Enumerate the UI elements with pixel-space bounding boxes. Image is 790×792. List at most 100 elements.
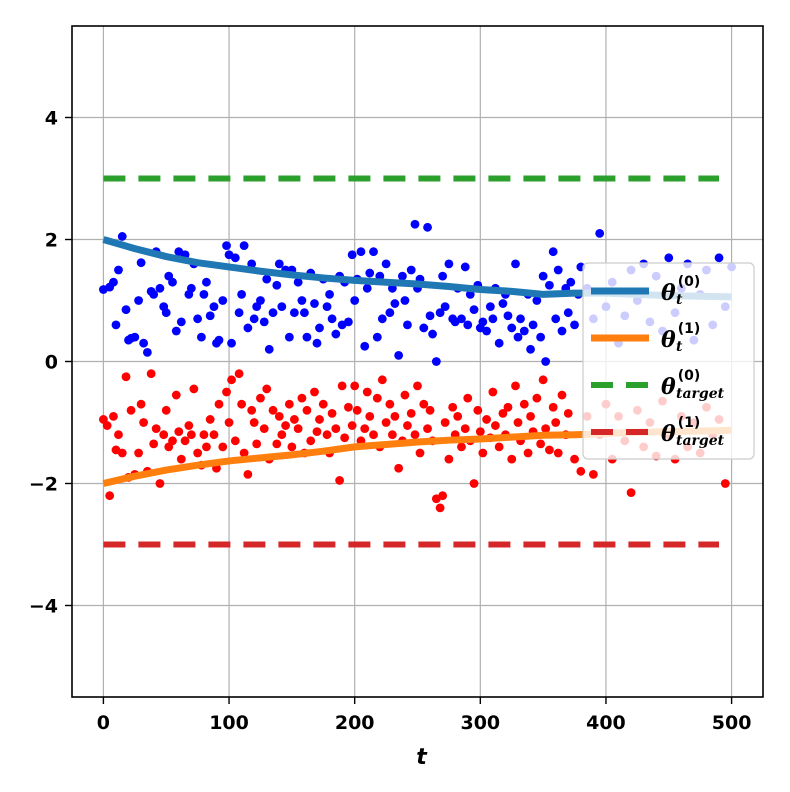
red-scatter-point (626, 488, 636, 498)
blue-scatter-point (347, 250, 357, 260)
blue-scatter-point (171, 326, 181, 336)
x-tick-label: 200 (335, 712, 375, 734)
red-scatter-point (532, 393, 542, 403)
red-scatter-point (478, 448, 488, 458)
red-scatter-point (146, 369, 156, 379)
blue-scatter-point (202, 277, 211, 287)
blue-scatter-point (664, 253, 674, 263)
blue-scatter-point (595, 229, 605, 238)
x-tick-label: 300 (460, 712, 500, 734)
blue-scatter-point (538, 271, 548, 281)
red-scatter-point (274, 412, 284, 421)
blue-scatter-point (566, 277, 576, 287)
blue-scatter-point (440, 302, 450, 311)
blue-scatter-point (365, 268, 375, 278)
blue-scatter-point (315, 323, 324, 333)
blue-scatter-point (199, 290, 209, 299)
red-scatter-point (327, 408, 337, 418)
red-scatter-point (149, 439, 159, 449)
blue-scatter-point (463, 320, 473, 330)
blue-scatter-point (503, 311, 513, 321)
red-scatter-point (151, 424, 161, 433)
red-scatter-point (344, 402, 353, 412)
blue-scatter-point (121, 305, 131, 315)
red-scatter-point (281, 421, 290, 430)
blue-scatter-point (482, 326, 491, 336)
y-tick-label: −4 (29, 596, 58, 618)
blue-scatter-point (428, 329, 437, 339)
red-scatter-point (494, 442, 504, 452)
blue-scatter-point (197, 332, 206, 342)
red-scatter-point (463, 393, 473, 403)
red-scatter-point (209, 430, 219, 440)
blue-scatter-point (532, 296, 542, 305)
red-scatter-point (365, 412, 375, 421)
blue-scatter-point (394, 351, 404, 360)
blue-scatter-point (423, 222, 432, 232)
red-scatter-point (545, 445, 554, 455)
red-scatter-point (202, 442, 211, 452)
red-scatter-point (134, 448, 143, 458)
red-scatter-point (503, 402, 513, 412)
red-scatter-point (102, 421, 112, 430)
red-scatter-point (114, 430, 123, 440)
blue-scatter-point (139, 338, 149, 348)
blue-scatter-point (541, 357, 551, 366)
blue-scatter-point (272, 280, 282, 290)
red-scatter-point (117, 448, 127, 458)
red-scatter-point (475, 427, 485, 437)
blue-scatter-point (134, 296, 143, 305)
red-scatter-point (277, 430, 287, 440)
red-scatter-point (322, 430, 332, 440)
blue-scatter-point (403, 320, 412, 330)
blue-scatter-point (302, 332, 312, 342)
red-scatter-point (350, 381, 360, 391)
red-scatter-point (394, 463, 404, 473)
blue-scatter-point (398, 271, 407, 281)
blue-scatter-point (406, 265, 416, 275)
blue-scatter-point (331, 329, 341, 339)
blue-scatter-point (528, 320, 538, 330)
red-scatter-point (272, 439, 282, 449)
blue-scatter-point (419, 323, 429, 333)
red-scatter-point (548, 402, 558, 412)
blue-scatter-point (161, 308, 171, 318)
red-scatter-point (312, 427, 322, 437)
red-scatter-point (184, 421, 194, 430)
blue-scatter-point (268, 308, 278, 318)
legend-label-sub: target (676, 433, 725, 449)
blue-scatter-point (249, 314, 259, 324)
ticks: 0 100 200 300 400 500 −4 −2 0 2 4 (29, 108, 752, 735)
blue-scatter-point (297, 296, 307, 305)
blue-scatter-point (310, 299, 319, 308)
x-tick-label: 500 (712, 712, 752, 734)
red-scatter-point (453, 412, 463, 421)
blue-scatter-point (425, 311, 435, 321)
blue-scatter-point (557, 326, 567, 336)
blue-scatter-point (155, 283, 165, 293)
blue-scatter-point (356, 247, 366, 257)
x-axis-label: t (416, 745, 428, 770)
red-scatter-point (406, 408, 416, 418)
blue-scatter-point (325, 290, 334, 299)
red-scatter-point (205, 415, 215, 424)
blue-scatter-point (511, 259, 520, 269)
red-scatter-point (186, 430, 196, 440)
red-scatter-point (419, 399, 429, 409)
blue-scatter-point (457, 314, 466, 324)
red-scatter-point (385, 399, 395, 409)
blue-scatter-point (431, 357, 441, 366)
blue-scatter-point (218, 296, 228, 305)
blue-scatter-point (570, 320, 579, 330)
red-scatter-point (563, 408, 573, 418)
blue-scatter-point (563, 308, 573, 318)
blue-scatter-point (111, 320, 121, 330)
blue-scatter-point (142, 347, 152, 357)
blue-scatter-point (498, 299, 508, 308)
x-tick-label: 0 (97, 712, 110, 734)
red-scatter-point (230, 436, 240, 446)
red-scatter-point (331, 424, 341, 433)
red-scatter-point (174, 427, 184, 437)
blue-scatter-point (237, 290, 247, 299)
